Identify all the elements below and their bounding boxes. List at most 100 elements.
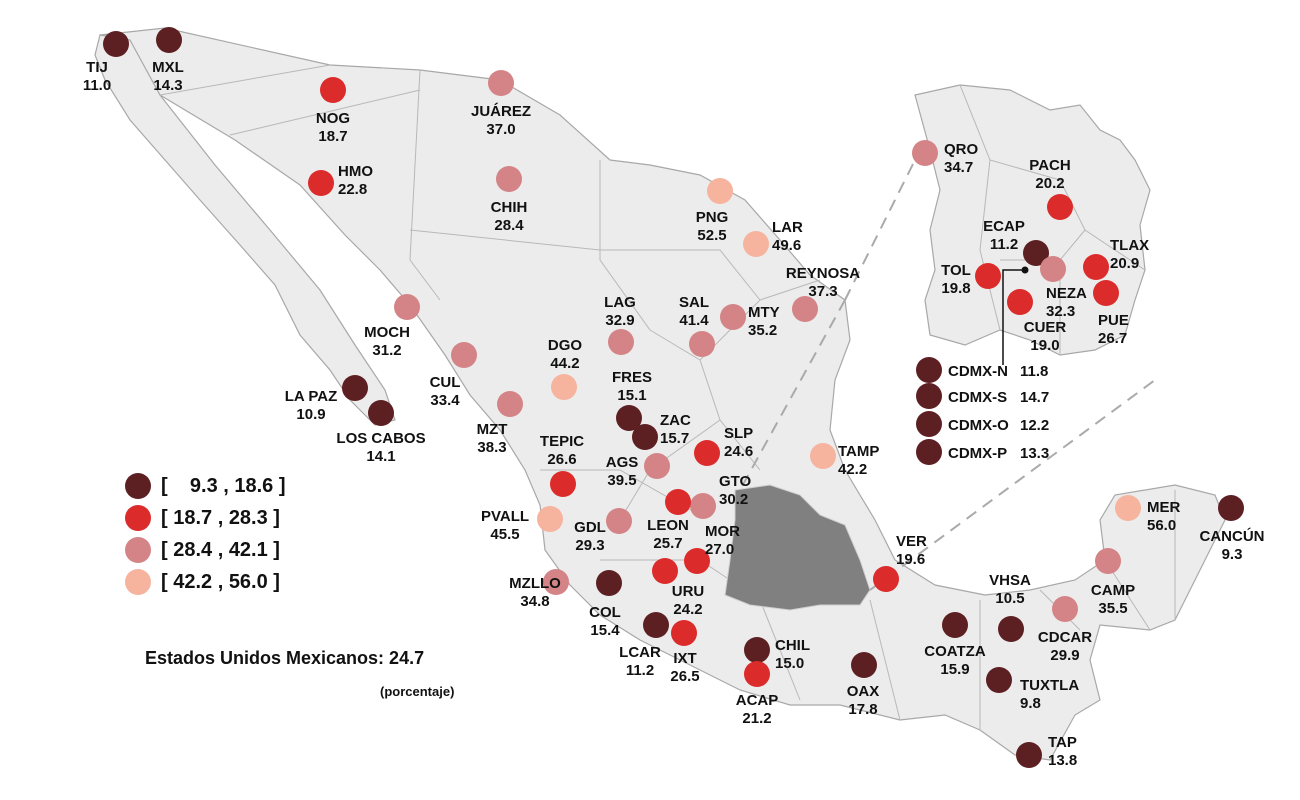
city-marker-dot [488,70,514,96]
city-name: AGS [606,454,639,471]
city-marker-dot [1093,280,1119,306]
city-name: JUÁREZ [471,103,531,120]
city-marker-dot [694,440,720,466]
city-name: LAG [604,294,636,311]
legend: [ 9.3 , 18.6 ] [ 18.7 , 28.3 ] [ 28.4 , … [125,470,286,598]
city-value: 15.0 [775,655,804,672]
city-value: 19.6 [896,551,925,568]
city-marker-dot [1007,289,1033,315]
legend-swatch-icon [125,569,151,595]
city-name: QRO [944,141,979,158]
inset-connector-top [844,159,916,301]
city-value: 14.1 [366,448,395,465]
city-marker-dot [707,178,733,204]
city-name: MOR [705,523,740,540]
city-value: 11.2 [626,662,654,679]
city-value: 24.2 [673,601,702,618]
city-marker-dot [1083,254,1109,280]
city-value: 28.4 [494,217,524,234]
city-name: CUER [1024,319,1067,336]
city-name: ACAP [736,692,779,709]
national-total: Estados Unidos Mexicanos: 24.7 [145,648,425,668]
city-value: 37.0 [486,121,515,138]
city-marker-dot [543,569,569,595]
city-marker-dot [497,391,523,417]
city-marker-dot [643,612,669,638]
city-name: REYNOSA [786,265,860,282]
city-value: 10.9 [296,406,325,423]
city-marker: CDMX-N 11.8 [916,357,1048,383]
city-name: TAP [1048,734,1077,751]
city-value: 52.5 [697,227,726,244]
city-name: TAMP [838,443,879,460]
city-name: TUXTLA [1020,677,1079,694]
city-value: 41.4 [679,312,709,329]
city-marker-dot [1218,495,1244,521]
city-marker-dot [873,566,899,592]
city-marker-dot [665,489,691,515]
cdmx-pointer-dot [1021,266,1029,274]
city-name: MER [1147,499,1181,516]
city-marker-dot [496,166,522,192]
city-marker-dot [916,357,942,383]
city-name: LEON [647,517,689,534]
legend-label: [ 28.4 , 42.1 ] [161,538,280,561]
city-marker-dot [551,374,577,400]
city-value: 35.2 [748,322,777,339]
city-marker-dot [644,453,670,479]
city-marker-dot [916,411,942,437]
city-marker-dot [851,652,877,678]
city-marker-dot [1016,742,1042,768]
city-marker-dot [308,170,334,196]
city-marker-dot [720,304,746,330]
city-marker-dot [103,31,129,57]
city-marker-dot [606,508,632,534]
legend-item: [ 42.2 , 56.0 ] [125,566,286,598]
city-name: CUL [430,374,461,391]
inset-central-mexico [914,84,1151,356]
central-region-highlight [724,484,871,611]
city-value: 25.7 [653,535,682,552]
inset-connector-left [739,299,846,491]
city-name: CDMX-O [948,417,1009,434]
city-value: 26.7 [1098,330,1127,347]
legend-label: [ 18.7 , 28.3 ] [161,506,280,529]
city-marker-dot [451,342,477,368]
city-value: 17.8 [848,701,877,718]
city-marker-dot [1047,194,1073,220]
city-name: SLP [724,425,753,442]
city-value: 37.3 [808,283,837,300]
city-name: HMO [338,163,373,180]
city-marker: CDMX-P 13.3 [916,439,1049,465]
legend-swatch-icon [125,473,151,499]
legend-label: [ 42.2 , 56.0 ] [161,570,280,593]
city-marker: CDMX-O 12.2 [916,411,1049,437]
city-name: GDL [574,519,606,536]
city-value: 10.5 [995,590,1024,607]
city-marker-dot [1040,256,1066,282]
city-value: 24.6 [724,443,753,460]
city-marker-dot [986,667,1012,693]
